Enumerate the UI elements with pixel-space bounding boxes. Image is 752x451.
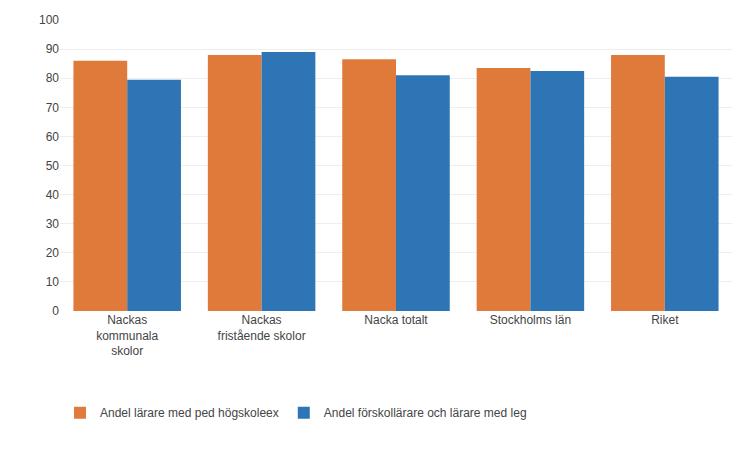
svg-text:40: 40 (46, 188, 60, 202)
svg-text:50: 50 (46, 159, 60, 173)
svg-text:90: 90 (46, 42, 60, 56)
svg-text:20: 20 (46, 246, 60, 260)
svg-text:Andel förskollärare och lärare: Andel förskollärare och lärare med leg (324, 406, 527, 420)
svg-text:Riket: Riket (651, 313, 679, 327)
svg-text:Nackasfristående skolor: Nackasfristående skolor (218, 313, 306, 343)
svg-text:70: 70 (46, 101, 60, 115)
svg-text:100: 100 (39, 13, 59, 27)
svg-text:80: 80 (46, 71, 60, 85)
svg-text:60: 60 (46, 130, 60, 144)
svg-text:Andel lärare med ped högskolee: Andel lärare med ped högskoleex (100, 406, 279, 420)
svg-text:Nackaskommunalaskolor: Nackaskommunalaskolor (96, 313, 158, 358)
svg-text:Nacka totalt: Nacka totalt (364, 313, 428, 327)
svg-text:30: 30 (46, 217, 60, 231)
svg-text:0: 0 (52, 304, 59, 318)
svg-text:10: 10 (46, 275, 60, 289)
svg-text:Stockholms län: Stockholms län (490, 313, 571, 327)
